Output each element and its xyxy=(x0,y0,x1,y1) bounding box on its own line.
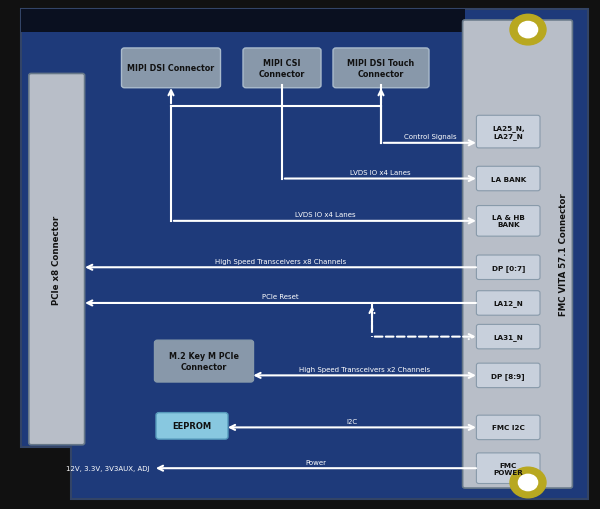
Circle shape xyxy=(510,467,546,498)
Text: MIPI DSI Connector: MIPI DSI Connector xyxy=(127,64,215,73)
FancyBboxPatch shape xyxy=(29,74,85,445)
Text: High Speed Transceivers x8 Channels: High Speed Transceivers x8 Channels xyxy=(215,258,346,264)
FancyBboxPatch shape xyxy=(463,21,572,488)
Text: FMC
POWER: FMC POWER xyxy=(493,462,523,475)
Text: MIPI CSI
Connector: MIPI CSI Connector xyxy=(259,59,305,78)
Text: LA BANK: LA BANK xyxy=(491,176,526,182)
FancyBboxPatch shape xyxy=(476,453,540,484)
Text: LVDS IO x4 Lanes: LVDS IO x4 Lanes xyxy=(350,169,411,176)
Text: LA12_N: LA12_N xyxy=(493,300,523,307)
Text: FMC I2C: FMC I2C xyxy=(492,425,524,431)
Text: LVDS IO x4 Lanes: LVDS IO x4 Lanes xyxy=(295,212,355,218)
FancyBboxPatch shape xyxy=(243,49,321,89)
Text: M.2 Key M PCIe
Connector: M.2 Key M PCIe Connector xyxy=(169,352,239,371)
Circle shape xyxy=(518,22,538,39)
Text: PCIe x8 Connector: PCIe x8 Connector xyxy=(52,215,61,304)
Text: High Speed Transceivers x2 Channels: High Speed Transceivers x2 Channels xyxy=(299,366,430,372)
FancyBboxPatch shape xyxy=(21,10,465,33)
Text: LA & HB
BANK: LA & HB BANK xyxy=(492,215,524,228)
FancyBboxPatch shape xyxy=(476,167,540,191)
Polygon shape xyxy=(21,10,588,499)
Text: 12V, 3.3V, 3V3AUX, ADJ: 12V, 3.3V, 3V3AUX, ADJ xyxy=(67,465,150,471)
Text: I2C: I2C xyxy=(346,418,358,424)
Text: DP [0:7]: DP [0:7] xyxy=(491,264,525,271)
FancyBboxPatch shape xyxy=(476,363,540,388)
Text: LA31_N: LA31_N xyxy=(493,333,523,341)
Text: DP [8:9]: DP [8:9] xyxy=(491,372,525,379)
Text: Power: Power xyxy=(305,459,326,465)
FancyBboxPatch shape xyxy=(476,256,540,280)
Circle shape xyxy=(518,474,538,491)
Text: FMC VITA 57.1 Connector: FMC VITA 57.1 Connector xyxy=(560,193,569,316)
Circle shape xyxy=(510,15,546,46)
FancyBboxPatch shape xyxy=(476,206,540,237)
Text: PCIe Reset: PCIe Reset xyxy=(262,294,299,300)
FancyBboxPatch shape xyxy=(476,415,540,440)
Text: EEPROM: EEPROM xyxy=(172,421,212,431)
Text: Control Signals: Control Signals xyxy=(404,134,456,140)
FancyBboxPatch shape xyxy=(333,49,429,89)
FancyBboxPatch shape xyxy=(121,49,221,89)
FancyBboxPatch shape xyxy=(155,341,254,382)
FancyBboxPatch shape xyxy=(156,413,228,439)
FancyBboxPatch shape xyxy=(476,116,540,149)
Text: MIPI DSI Touch
Connector: MIPI DSI Touch Connector xyxy=(347,59,415,78)
FancyBboxPatch shape xyxy=(476,291,540,316)
FancyBboxPatch shape xyxy=(476,325,540,349)
Text: LA25_N,
LA27_N: LA25_N, LA27_N xyxy=(492,125,524,140)
